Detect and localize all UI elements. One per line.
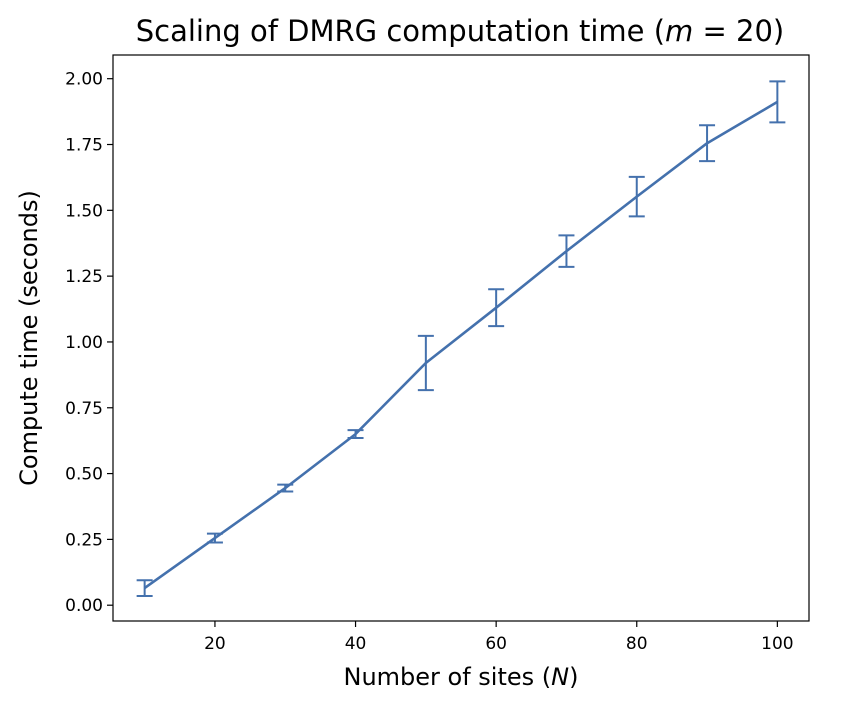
- y-tick-label: 1.75: [65, 136, 103, 156]
- plot-frame: [112, 54, 810, 622]
- y-tick-label: 0.75: [65, 399, 103, 419]
- plot-area: [136, 80, 786, 597]
- x-tick-label: 60: [485, 634, 507, 654]
- x-tick-label: 20: [204, 634, 226, 654]
- y-tick-label: 2.00: [65, 70, 103, 90]
- y-tick-label: 0.25: [65, 530, 103, 550]
- y-axis-label: Compute time (seconds): [15, 190, 43, 486]
- y-tick-label: 1.25: [65, 267, 103, 287]
- x-axis: 20 40 60 80 100: [204, 621, 794, 654]
- chart-title: Scaling of DMRG computation time (m = 20…: [136, 14, 785, 48]
- y-tick-label: 1.50: [65, 201, 103, 221]
- x-tick-label: 40: [345, 634, 367, 654]
- y-tick-label: 1.00: [65, 333, 103, 353]
- y-tick-label: 0.00: [65, 596, 103, 616]
- x-axis-label: Number of sites (N): [344, 663, 579, 691]
- series-line: [143, 100, 779, 590]
- x-tick-label: 80: [626, 634, 648, 654]
- y-tick-label: 0.50: [65, 465, 103, 485]
- x-tick-label: 100: [761, 634, 793, 654]
- y-axis: 0.00 0.25 0.50 0.75 1.00 1.25 1.50 1.75 2.00: [65, 70, 113, 616]
